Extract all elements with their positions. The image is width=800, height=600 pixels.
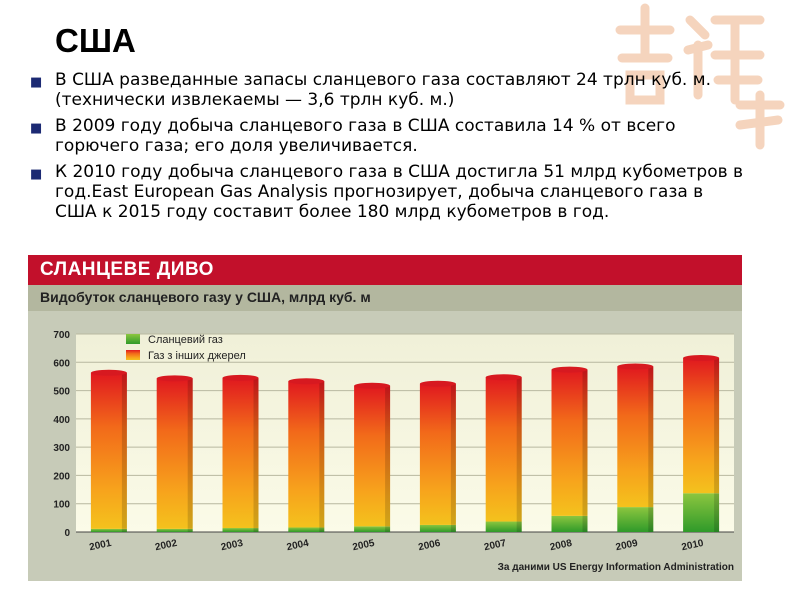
bullet-icon: ■: [30, 121, 43, 136]
bar-cap: [288, 378, 325, 385]
chart-title-bar: СЛАНЦЕВЕ ДИВО: [28, 255, 742, 285]
bar-shade: [582, 515, 588, 532]
bar-other-gas: [156, 378, 193, 529]
bar-shale-gas: [617, 507, 654, 532]
bar-shale-gas: [551, 515, 588, 532]
x-tick-label: 2003: [220, 538, 244, 553]
bullet-list: ■ В США разведанные запасы сланцевого газ…: [28, 70, 748, 228]
x-tick-label: 2008: [549, 538, 573, 553]
bar-other-gas: [90, 372, 127, 529]
legend-swatch-other: [126, 350, 140, 360]
bar-other-gas: [683, 358, 720, 494]
chart-title: СЛАНЦЕВЕ ДИВО: [40, 259, 214, 280]
bar-shade: [253, 377, 259, 529]
x-tick-label: 2002: [154, 538, 178, 553]
bar-shade: [516, 521, 522, 532]
bar-shade: [121, 372, 127, 529]
y-tick-label: 300: [53, 443, 70, 454]
bullet-item: ■ В 2009 году добыча сланцевого газа в СШ…: [28, 116, 748, 156]
bullet-text: В 2009 году добыча сланцевого газа в США…: [55, 116, 676, 156]
bullet-icon: ■: [30, 75, 43, 90]
bar-other-gas: [551, 369, 588, 516]
legend-swatch-shale: [126, 334, 140, 344]
bar-shade: [516, 377, 522, 522]
bar-shade: [450, 383, 456, 525]
x-tick-label: 2005: [352, 538, 376, 553]
x-tick-label: 2006: [417, 538, 441, 553]
bar-other-gas: [354, 385, 391, 527]
y-tick-label: 700: [53, 330, 70, 341]
chart-subtitle: Видобуток сланцевого газу у США, млрд ку…: [40, 289, 371, 305]
bar-shade: [450, 524, 456, 532]
chart-subtitle-bar: Видобуток сланцевого газу у США, млрд ку…: [28, 285, 742, 311]
y-tick-label: 200: [53, 471, 70, 482]
y-tick-label: 100: [53, 500, 70, 511]
bar-other-gas: [288, 381, 325, 528]
bar-shale-gas: [683, 493, 720, 532]
bar-shade: [385, 385, 391, 527]
bar-other-gas: [222, 377, 259, 529]
x-tick-label: 2007: [483, 538, 507, 553]
bar-shade: [187, 378, 193, 529]
decorative-calligraphy-icon: [615, 3, 785, 150]
bar-other-gas: [485, 377, 522, 522]
bar-shale-gas: [156, 528, 193, 532]
legend-label: Газ з інших джерел: [148, 350, 246, 362]
bar-other-gas: [419, 383, 456, 525]
x-tick-label: 2001: [88, 538, 112, 553]
bar-shade: [319, 527, 325, 532]
bar-cap: [419, 380, 456, 387]
bar-other-gas: [617, 366, 654, 508]
bullet-text: В США разведанные запасы сланцевого газа…: [55, 70, 711, 110]
bar-shade: [319, 381, 325, 528]
chart-panel: СЛАНЦЕВЕ ДИВО Видобуток сланцевого газу …: [28, 255, 742, 581]
bar-cap: [156, 375, 193, 382]
bar-shale-gas: [354, 526, 391, 532]
bar-cap: [683, 355, 720, 362]
bullet-item: ■ К 2010 году добыча сланцевого газа в СШ…: [28, 162, 748, 222]
bar-cap: [354, 382, 391, 389]
bar-cap: [222, 374, 259, 381]
bar-shade: [714, 358, 720, 494]
legend-label: Сланцевий газ: [148, 334, 223, 346]
bar-shade: [648, 366, 654, 508]
bar-shale-gas: [90, 528, 127, 532]
bar-shade: [648, 507, 654, 532]
bar-chart: 0 100 200 300 400 500 600 700 2001 2002 2003 2004 20…: [53, 330, 734, 553]
y-tick-label: 400: [53, 415, 70, 426]
bar-cap: [485, 374, 522, 381]
y-tick-label: 600: [53, 358, 70, 369]
slide-title: США: [55, 22, 136, 59]
y-tick-label: 500: [53, 387, 70, 398]
bar-shade: [121, 528, 127, 532]
bar-shade: [714, 493, 720, 532]
bar-shade: [385, 526, 391, 532]
bar-shale-gas: [288, 527, 325, 532]
bullet-icon: ■: [30, 167, 43, 182]
bar-shale-gas: [419, 524, 456, 532]
x-tick-label: 2010: [681, 538, 705, 553]
bar-shale-gas: [222, 528, 259, 532]
bar-shade: [187, 528, 193, 532]
bar-cap: [551, 366, 588, 373]
chart-source: За даними US Energy Information Administ…: [497, 562, 734, 573]
bullet-item: ■ В США разведанные запасы сланцевого газ…: [28, 70, 748, 110]
x-tick-label: 2009: [615, 538, 639, 553]
bar-shade: [582, 369, 588, 516]
bullet-text: К 2010 году добыча сланцевого газа в США…: [55, 162, 744, 222]
y-tick-label: 0: [64, 528, 70, 539]
bar-cap: [617, 363, 654, 370]
x-tick-label: 2004: [286, 538, 310, 553]
bar-shade: [253, 528, 259, 532]
bar-cap: [90, 369, 127, 376]
bar-shale-gas: [485, 521, 522, 532]
